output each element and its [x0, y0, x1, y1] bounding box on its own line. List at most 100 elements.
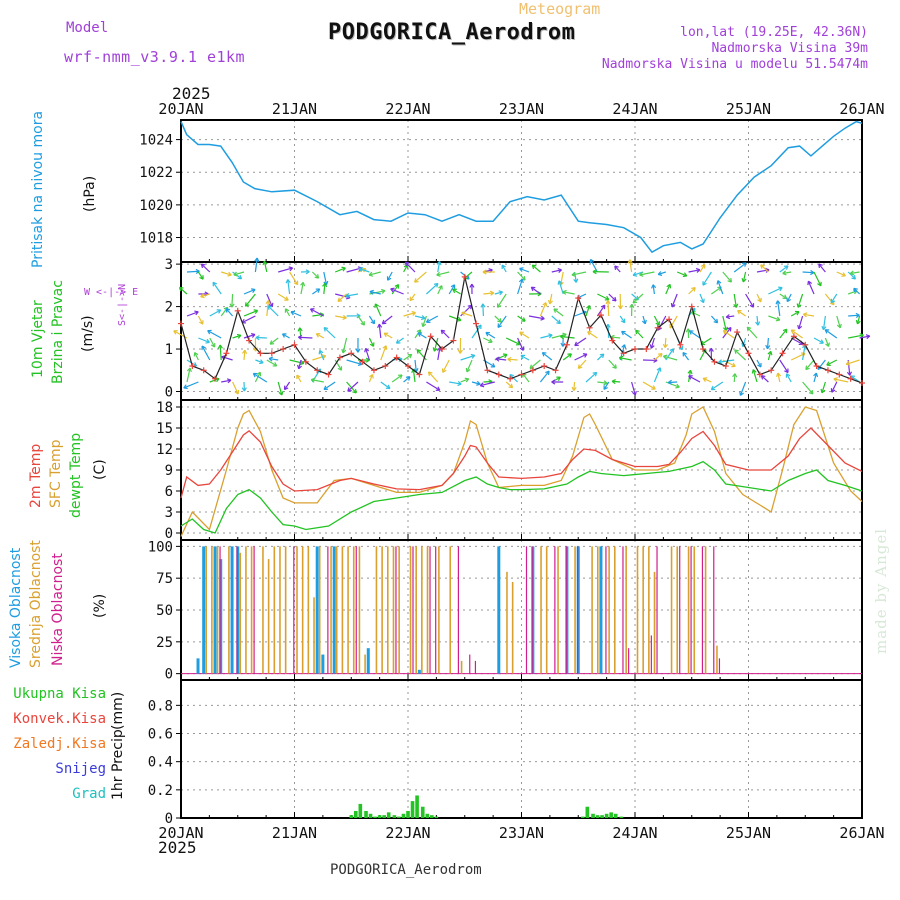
wind-arrow [846, 359, 860, 365]
wind-arrow [243, 350, 246, 361]
precip-bar [591, 813, 595, 818]
wind-arrow [760, 264, 769, 273]
wind-arrow-head [853, 274, 856, 280]
wind-arrow-head [470, 353, 475, 356]
wind-arrow-head [223, 306, 228, 310]
wind-arrow-head [492, 363, 496, 368]
wind-arrow [517, 315, 526, 322]
wind-arrow [650, 337, 655, 349]
panel-pressure: 1018 1020 1022 1024 [139, 119, 863, 263]
wind-arrow [342, 337, 348, 354]
wind-arrow [711, 381, 724, 391]
panel-temperature: 0 3 6 9 12 15 18 [156, 399, 863, 542]
wind-arrow [357, 315, 365, 326]
wind-arrow [562, 291, 575, 295]
wind-arrow [682, 352, 690, 361]
wind-arrow [381, 315, 393, 325]
wind-arrow [519, 331, 530, 339]
precip-bar [349, 815, 354, 818]
wind-arrow-head [178, 287, 182, 292]
wind-arrow-head [274, 362, 278, 367]
wind-arrow-head [627, 259, 631, 264]
wind-arrow [186, 311, 199, 317]
wind-arrow [266, 359, 278, 367]
wind-arrow-head [422, 323, 427, 328]
wind-arrow [194, 352, 199, 361]
sfc-temp-line [180, 406, 863, 537]
wind-arrow-head [467, 304, 472, 307]
wind-arrow-head [325, 280, 329, 286]
wind-arrow [501, 264, 507, 273]
wind-arrow-head [760, 264, 763, 269]
wind-arrow [723, 330, 735, 339]
wind-arrow [284, 381, 291, 390]
wind-arrow-head [530, 287, 534, 292]
wind-arrow-head [436, 347, 441, 351]
wind-arrow-head [802, 313, 807, 318]
wind-arrow [461, 312, 473, 317]
wind-arrow [836, 271, 846, 277]
wind-arrow-head [664, 344, 668, 348]
wind-arrow [802, 271, 814, 274]
wind-arrow [752, 369, 758, 383]
legend-total-rain: Ukupna Kisa [13, 686, 106, 702]
ytick-label: 0 [165, 385, 173, 401]
wind-arrow [212, 281, 222, 295]
model-label: Model [66, 20, 109, 36]
wind-arrow [665, 381, 680, 388]
wind-arrow-head [614, 265, 617, 271]
wind-arrow-head [452, 288, 456, 294]
wind-arrow [278, 267, 293, 273]
wind-arrow-head [433, 347, 438, 352]
wind-arrow-head [775, 300, 779, 305]
wind-arrow [549, 293, 553, 304]
wind-arrow-head [732, 373, 736, 378]
wind-arrow-head [695, 267, 701, 271]
wind-arrow [653, 315, 660, 326]
wind-arrow [574, 353, 588, 361]
wind-arrow-head [850, 272, 855, 276]
wind-arrow-head [437, 386, 441, 391]
wind-arrow [768, 286, 783, 295]
wind-arrow [241, 315, 256, 324]
precip-bar [392, 815, 397, 818]
wind-arrow [665, 284, 671, 295]
wind-arrow [368, 271, 381, 276]
wind-arrow [826, 359, 838, 366]
wind-arrow-head [635, 330, 638, 335]
wind-arrow [663, 355, 678, 361]
ytick-label: 1022 [139, 165, 173, 181]
wind-arrow [471, 381, 481, 385]
wind-dir-legend-we: W <-|-> E [84, 287, 139, 298]
wind-arrow [380, 381, 391, 390]
wind-arrow-head [702, 282, 707, 286]
wind-arrow [821, 381, 826, 394]
wind-arrow [629, 259, 633, 273]
precip-bar [420, 806, 425, 818]
wind-arrow [412, 369, 416, 383]
wind-arrow [739, 381, 747, 396]
wind-arrow-head [510, 383, 514, 388]
wind-arrow [391, 284, 400, 295]
wind-arrow-head [427, 371, 430, 376]
wind-arrow [603, 381, 610, 390]
wind-arrow [664, 337, 667, 348]
wind-direction-arrows [173, 257, 871, 396]
wind-arrow-head [652, 385, 656, 390]
ytick-label: 0 [165, 526, 173, 542]
wind-arrow-head [186, 367, 191, 372]
wind-arrow-head [354, 388, 357, 394]
wind-arrow-head [421, 315, 426, 319]
wind-arrow [585, 305, 591, 317]
wind-arrow-head [255, 337, 260, 341]
wind-arrow [414, 271, 427, 283]
wind-arrow-head [633, 301, 638, 304]
wind-arrow [767, 351, 772, 361]
wind-arrow [836, 315, 841, 328]
wind-arrow [266, 293, 273, 308]
wind-arrow [289, 359, 304, 364]
wind-arrow [323, 271, 328, 285]
wind-arrow-head [599, 353, 604, 356]
ytick-label: 0.4 [148, 755, 173, 771]
wind-arrow [383, 332, 393, 339]
